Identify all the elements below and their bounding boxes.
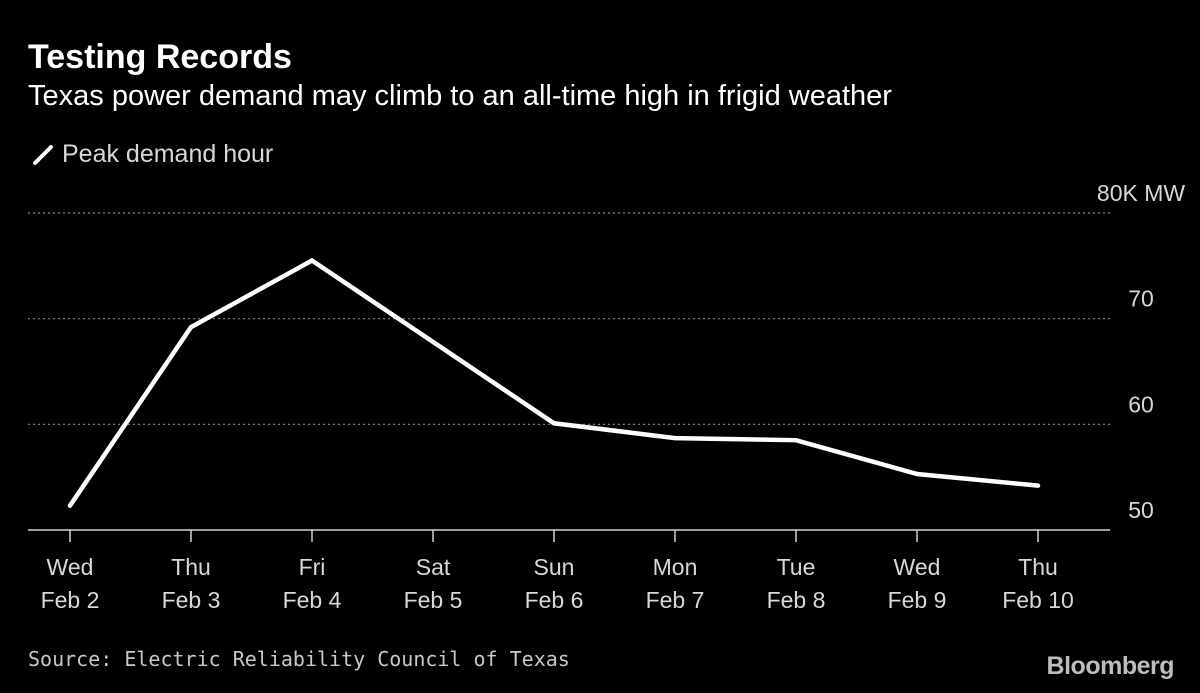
x-tick-label-day: Wed bbox=[47, 554, 94, 580]
x-tick-label-day: Thu bbox=[171, 554, 211, 580]
y-tick-label: 50 bbox=[1128, 497, 1154, 523]
x-tick-label-day: Thu bbox=[1018, 554, 1058, 580]
chart-title: Testing Records bbox=[28, 38, 292, 76]
source-note: Source: Electric Reliability Council of … bbox=[28, 647, 570, 671]
data-point bbox=[915, 471, 919, 476]
legend: Peak demand hour bbox=[32, 140, 273, 169]
x-tick-label-date: Feb 8 bbox=[767, 587, 826, 613]
chart-subtitle: Texas power demand may climb to an all-t… bbox=[28, 80, 892, 112]
y-tick-label: 70 bbox=[1128, 286, 1154, 312]
x-tick-label-date: Feb 5 bbox=[404, 587, 463, 613]
x-tick-label-day: Wed bbox=[894, 554, 941, 580]
x-tick-label-date: Feb 7 bbox=[646, 587, 705, 613]
y-tick-label: 60 bbox=[1128, 391, 1154, 417]
x-tick-label-day: Tue bbox=[777, 554, 816, 580]
x-tick-label-date: Feb 4 bbox=[283, 587, 342, 613]
bloomberg-logo: Bloomberg bbox=[1046, 652, 1175, 680]
data-point bbox=[1036, 483, 1040, 488]
series-line bbox=[67, 257, 1041, 508]
y-tick-label: 80K MW bbox=[1097, 180, 1185, 206]
x-tick-label-day: Sat bbox=[416, 554, 451, 580]
data-point bbox=[794, 438, 798, 443]
x-tick-label-date: Feb 3 bbox=[162, 587, 221, 613]
x-tick-label-day: Fri bbox=[299, 554, 326, 580]
legend-line-swatch bbox=[33, 144, 53, 165]
x-tick-label-day: Sun bbox=[534, 554, 575, 580]
x-tick-label-date: Feb 9 bbox=[888, 587, 947, 613]
x-tick-label-date: Feb 2 bbox=[41, 587, 100, 613]
data-point bbox=[68, 503, 72, 508]
data-point bbox=[673, 436, 677, 441]
data-point bbox=[552, 421, 556, 426]
data-point bbox=[189, 325, 193, 330]
legend-label: Peak demand hour bbox=[62, 140, 274, 168]
x-tick-label-date: Feb 6 bbox=[525, 587, 584, 613]
data-point bbox=[431, 339, 435, 344]
x-tick-label-day: Mon bbox=[653, 554, 698, 580]
data-point bbox=[310, 258, 314, 263]
x-tick-label-date: Feb 10 bbox=[1002, 587, 1074, 613]
